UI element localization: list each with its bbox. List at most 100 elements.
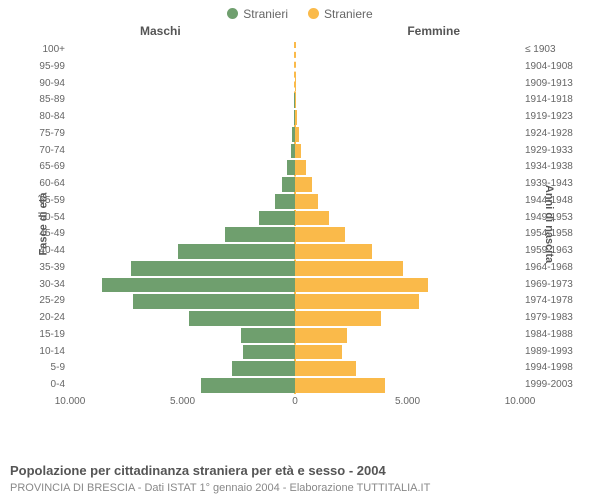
age-row: 35-391964-1968 bbox=[70, 260, 520, 277]
age-row: 55-591944-1948 bbox=[70, 193, 520, 210]
bar-male bbox=[102, 278, 296, 293]
birth-year-label: 1909-1913 bbox=[525, 76, 580, 92]
birth-year-label: ≤ 1903 bbox=[525, 42, 580, 58]
bar-female bbox=[295, 177, 312, 192]
legend-label: Stranieri bbox=[243, 7, 288, 21]
birth-year-label: 1939-1943 bbox=[525, 176, 580, 192]
bar-male bbox=[275, 194, 295, 209]
age-row: 15-191984-1988 bbox=[70, 327, 520, 344]
age-row: 10-141989-1993 bbox=[70, 344, 520, 361]
age-label: 80-84 bbox=[20, 109, 65, 125]
bar-female bbox=[295, 110, 297, 125]
birth-year-label: 1944-1948 bbox=[525, 193, 580, 209]
caption-subtitle: PROVINCIA DI BRESCIA - Dati ISTAT 1° gen… bbox=[10, 482, 430, 494]
legend-swatch bbox=[308, 8, 319, 19]
x-tick: 0 bbox=[292, 396, 298, 407]
bar-male bbox=[131, 261, 295, 276]
bar-female bbox=[295, 294, 419, 309]
age-label: 60-64 bbox=[20, 176, 65, 192]
female-column-title: Femmine bbox=[407, 24, 460, 38]
caption-title: Popolazione per cittadinanza straniera p… bbox=[10, 463, 386, 478]
birth-year-label: 1934-1938 bbox=[525, 159, 580, 175]
birth-year-label: 1919-1923 bbox=[525, 109, 580, 125]
bar-male bbox=[225, 227, 295, 242]
age-label: 30-34 bbox=[20, 277, 65, 293]
bar-female bbox=[295, 194, 318, 209]
age-row: 85-891914-1918 bbox=[70, 92, 520, 109]
age-label: 70-74 bbox=[20, 143, 65, 159]
birth-year-label: 1969-1973 bbox=[525, 277, 580, 293]
bar-male bbox=[241, 328, 295, 343]
bar-female bbox=[295, 328, 347, 343]
birth-year-label: 1974-1978 bbox=[525, 293, 580, 309]
legend-label: Straniere bbox=[324, 7, 373, 21]
age-row: 65-691934-1938 bbox=[70, 159, 520, 176]
bar-female bbox=[295, 227, 345, 242]
birth-year-label: 1959-1963 bbox=[525, 243, 580, 259]
age-label: 65-69 bbox=[20, 159, 65, 175]
plot-area: 100+≤ 190395-991904-190890-941909-191385… bbox=[70, 42, 520, 394]
age-label: 45-49 bbox=[20, 226, 65, 242]
bar-female bbox=[295, 345, 342, 360]
age-row: 45-491954-1958 bbox=[70, 226, 520, 243]
x-tick: 5.000 bbox=[395, 396, 420, 407]
age-label: 35-39 bbox=[20, 260, 65, 276]
male-column-title: Maschi bbox=[140, 24, 181, 38]
age-label: 50-54 bbox=[20, 210, 65, 226]
age-label: 100+ bbox=[20, 42, 65, 58]
bar-female bbox=[295, 144, 301, 159]
age-label: 75-79 bbox=[20, 126, 65, 142]
age-label: 25-29 bbox=[20, 293, 65, 309]
population-pyramid-chart: Fasce di età Anni di nascita Maschi Femm… bbox=[20, 24, 580, 424]
age-label: 0-4 bbox=[20, 377, 65, 393]
age-label: 95-99 bbox=[20, 59, 65, 75]
birth-year-label: 1989-1993 bbox=[525, 344, 580, 360]
bar-female bbox=[295, 211, 329, 226]
age-row: 80-841919-1923 bbox=[70, 109, 520, 126]
bar-male bbox=[287, 160, 295, 175]
bar-male bbox=[178, 244, 295, 259]
age-row: 90-941909-1913 bbox=[70, 76, 520, 93]
age-row: 5-91994-1998 bbox=[70, 360, 520, 377]
age-row: 25-291974-1978 bbox=[70, 293, 520, 310]
birth-year-label: 1904-1908 bbox=[525, 59, 580, 75]
birth-year-label: 1994-1998 bbox=[525, 360, 580, 376]
x-tick: 10.000 bbox=[505, 396, 536, 407]
birth-year-label: 1979-1983 bbox=[525, 310, 580, 326]
x-tick: 10.000 bbox=[55, 396, 86, 407]
age-row: 75-791924-1928 bbox=[70, 126, 520, 143]
birth-year-label: 1914-1918 bbox=[525, 92, 580, 108]
legend-swatch bbox=[227, 8, 238, 19]
age-label: 85-89 bbox=[20, 92, 65, 108]
age-row: 50-541949-1953 bbox=[70, 210, 520, 227]
x-axis: 10.0005.00005.00010.000 bbox=[70, 396, 520, 412]
bar-female bbox=[295, 93, 296, 108]
bar-male bbox=[259, 211, 295, 226]
age-row: 0-41999-2003 bbox=[70, 377, 520, 394]
age-row: 100+≤ 1903 bbox=[70, 42, 520, 59]
bar-female bbox=[295, 261, 403, 276]
age-label: 40-44 bbox=[20, 243, 65, 259]
birth-year-label: 1949-1953 bbox=[525, 210, 580, 226]
age-row: 95-991904-1908 bbox=[70, 59, 520, 76]
bar-male bbox=[189, 311, 295, 326]
age-label: 55-59 bbox=[20, 193, 65, 209]
age-row: 40-441959-1963 bbox=[70, 243, 520, 260]
age-row: 60-641939-1943 bbox=[70, 176, 520, 193]
bar-female bbox=[295, 160, 306, 175]
birth-year-label: 1924-1928 bbox=[525, 126, 580, 142]
bar-male bbox=[201, 378, 296, 393]
bar-male bbox=[232, 361, 295, 376]
birth-year-label: 1984-1988 bbox=[525, 327, 580, 343]
bar-female bbox=[295, 378, 385, 393]
birth-year-label: 1929-1933 bbox=[525, 143, 580, 159]
bar-male bbox=[243, 345, 295, 360]
legend: Stranieri Straniere bbox=[0, 0, 600, 24]
bar-female bbox=[295, 244, 372, 259]
x-tick: 5.000 bbox=[170, 396, 195, 407]
bar-female bbox=[295, 311, 381, 326]
bar-male bbox=[133, 294, 295, 309]
legend-item: Stranieri bbox=[227, 7, 288, 21]
age-label: 15-19 bbox=[20, 327, 65, 343]
birth-year-label: 1999-2003 bbox=[525, 377, 580, 393]
